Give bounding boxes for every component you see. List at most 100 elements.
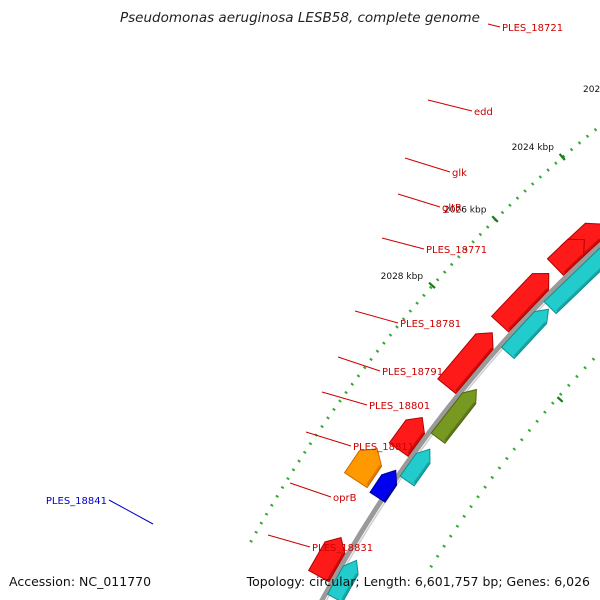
scale-minor-tick	[332, 407, 336, 412]
gene-label: edd	[474, 107, 493, 118]
scale-minor-tick	[538, 175, 543, 179]
gene-arrow-shade	[407, 432, 425, 455]
gene-label-leader	[487, 23, 501, 28]
scale-minor-tick	[344, 390, 348, 395]
scale-minor-tick	[280, 485, 285, 490]
gene-label: PLES_18791	[382, 367, 443, 378]
track-minor-tick	[583, 366, 587, 370]
scale-minor-tick	[308, 442, 313, 446]
scale-minor-tick	[249, 539, 253, 543]
scale-minor-tick	[350, 382, 355, 386]
gene-arrow	[543, 247, 600, 315]
scale-minor-tick	[362, 365, 367, 370]
gene-label-leader	[397, 193, 441, 208]
gene-label: PLES_18771	[426, 245, 487, 256]
map-title: Pseudomonas aeruginosa LESB58, complete …	[120, 10, 480, 26]
scale-minor-tick	[456, 255, 461, 259]
track-minor-tick	[483, 485, 487, 489]
scale-tick-label: 2024 kbp	[512, 143, 555, 153]
scale-minor-tick	[449, 262, 454, 267]
gene-arrow-shade	[455, 347, 494, 392]
gene-label: PLES_18721	[502, 23, 563, 34]
gene-arrow-shade	[341, 573, 359, 600]
track-minor-tick	[558, 392, 563, 396]
scale-minor-tick	[585, 134, 590, 139]
scale-minor-tick	[485, 225, 490, 229]
track-major-tick	[556, 396, 564, 403]
scale-minor-tick	[478, 232, 483, 237]
gene-label-leader	[321, 391, 368, 406]
gene-arrow-shade	[384, 483, 398, 501]
scale-minor-tick	[259, 521, 264, 525]
scale-tick-label: 2026 kbp	[444, 205, 487, 215]
track-minor-tick	[527, 428, 532, 433]
gene-arrow-shade	[563, 254, 584, 274]
track-minor-tick	[469, 504, 473, 509]
scale-minor-tick	[569, 147, 574, 152]
track-minor-tick	[591, 357, 596, 361]
scale-minor-tick	[369, 357, 373, 362]
scale-minor-tick	[382, 341, 386, 345]
scale-minor-tick	[546, 168, 550, 172]
track-minor-tick	[476, 495, 480, 499]
gene-label-leader	[427, 99, 473, 112]
gene-label-leader	[404, 157, 451, 173]
track-minor-tick	[543, 410, 547, 414]
track-minor-tick	[566, 383, 571, 388]
scale-minor-tick	[395, 325, 399, 329]
track-minor-tick	[550, 401, 555, 405]
gene-arrow-shade	[413, 462, 431, 485]
scale-minor-tick	[593, 127, 598, 132]
scale-minor-tick	[515, 196, 520, 200]
track-minor-tick	[575, 374, 579, 379]
gene-label: PLES_18831	[312, 543, 373, 554]
scale-minor-tick	[375, 349, 380, 353]
scale-minor-tick	[554, 161, 558, 165]
scale-minor-tick	[508, 203, 512, 208]
gene-label-leader	[337, 356, 381, 372]
gene-arrow-shade	[508, 288, 549, 331]
track-minor-tick	[435, 554, 440, 558]
scale-minor-tick	[500, 210, 505, 215]
scale-minor-tick	[408, 309, 413, 313]
scale-minor-tick	[422, 293, 426, 298]
track-minor-tick	[535, 419, 539, 424]
gene-label-leader	[267, 534, 311, 548]
scale-minor-tick	[561, 154, 566, 159]
gene-label: oprB	[333, 493, 357, 504]
scale-minor-tick	[320, 424, 324, 429]
scale-minor-tick	[435, 278, 440, 282]
track-minor-tick	[490, 475, 495, 480]
scale-minor-tick	[577, 141, 582, 145]
scale-minor-tick	[401, 317, 406, 321]
scale-minor-tick	[269, 503, 274, 507]
track-minor-tick	[520, 438, 524, 442]
scale-minor-tick	[291, 468, 296, 472]
topology-text: Topology: circular; Length: 6,601,757 bp…	[246, 574, 590, 589]
scale-major-tick	[491, 215, 499, 223]
scale-minor-tick	[428, 285, 433, 290]
track-minor-tick	[462, 514, 466, 519]
gene-label-leader	[354, 310, 399, 324]
scale-minor-tick	[442, 270, 447, 274]
scale-minor-tick	[356, 374, 361, 378]
gene-label: PLES_18781	[400, 319, 461, 330]
scale-minor-tick	[254, 530, 258, 534]
scale-major-tick	[558, 153, 566, 161]
scale-minor-tick	[530, 182, 535, 186]
scale-minor-tick	[302, 450, 307, 455]
track-minor-tick	[455, 524, 460, 528]
track-minor-tick	[512, 447, 517, 451]
gene-label: PLES_18801	[369, 401, 430, 412]
gene-label: PLES_18841	[46, 496, 107, 507]
track-minor-tick	[429, 564, 434, 569]
scale-tick-label: 2028 kbp	[381, 272, 424, 282]
gene-label: PLES_18811	[353, 442, 414, 453]
scale-minor-tick	[286, 476, 290, 481]
track-minor-tick	[505, 456, 509, 461]
gene-arrow	[343, 448, 383, 489]
scale-minor-tick	[297, 459, 301, 463]
gene-label: gltR	[442, 203, 462, 214]
gene-arrow-shade	[327, 552, 346, 580]
